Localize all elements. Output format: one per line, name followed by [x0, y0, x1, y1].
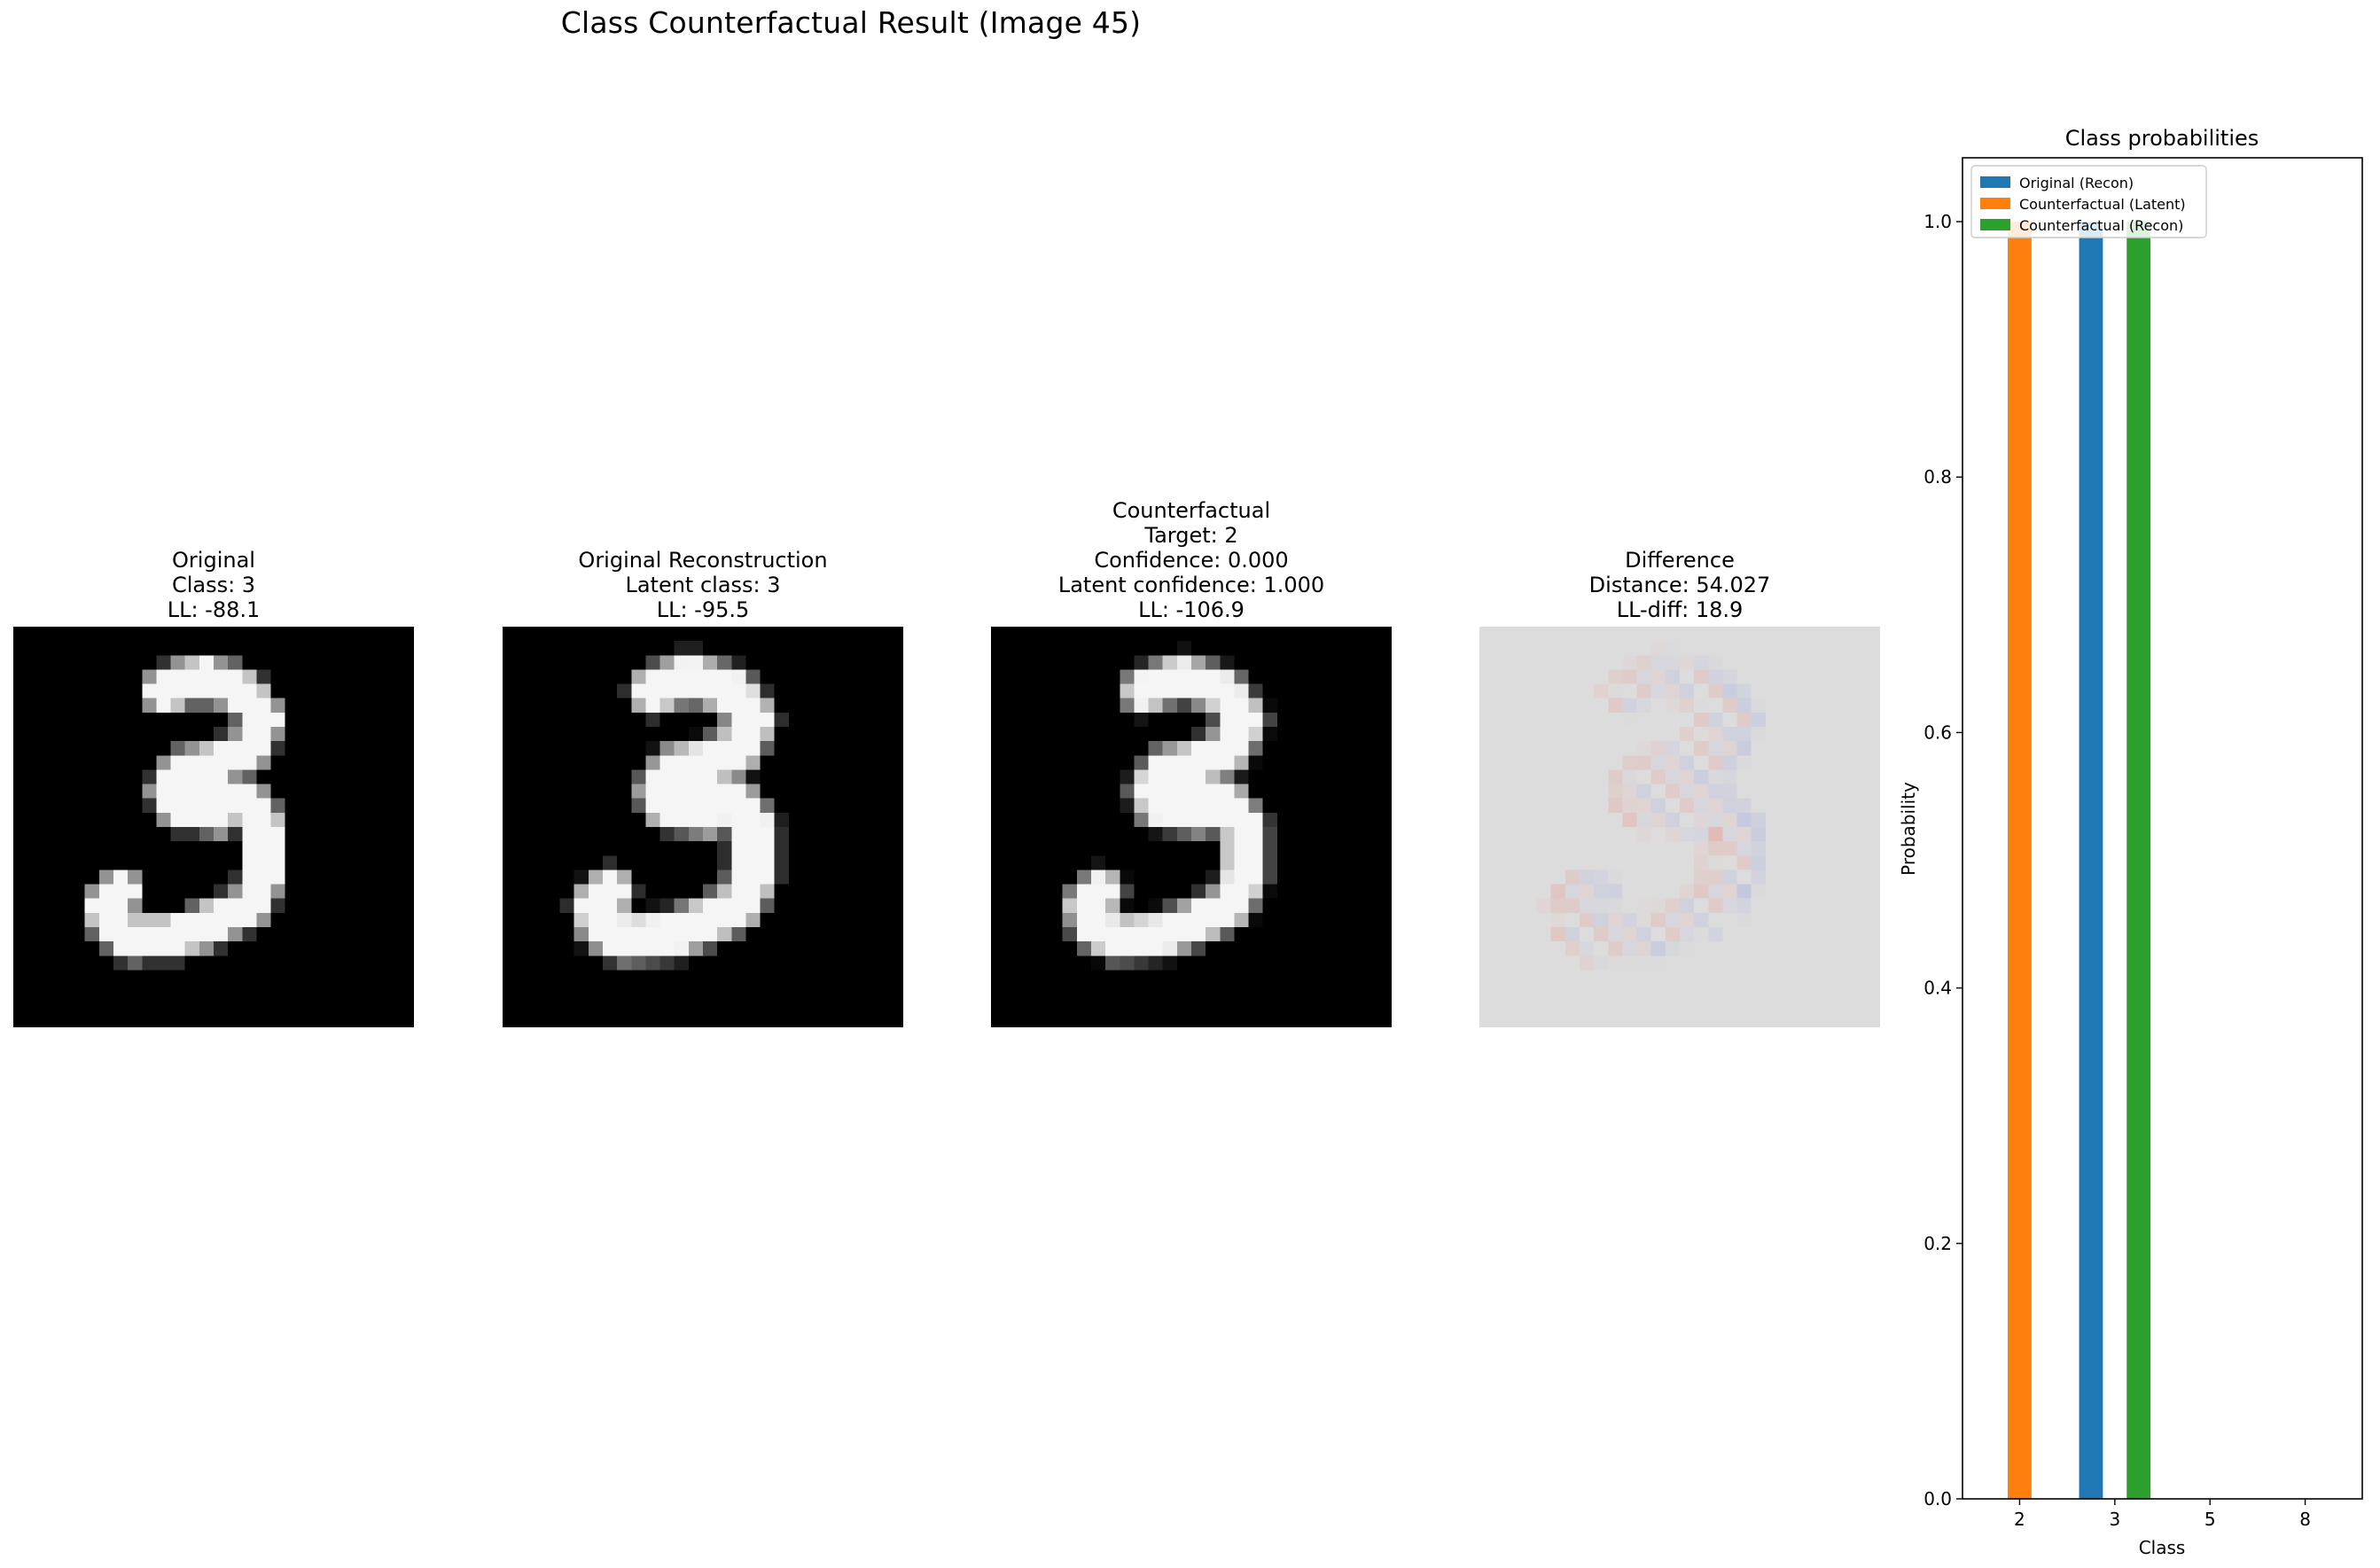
x-tick-label: 3 — [2109, 1509, 2120, 1530]
panel-title-line: LL-diff: 18.9 — [1616, 597, 1744, 622]
panel-title-line: Difference — [1625, 548, 1735, 573]
figure-title: Class Counterfactual Result (Image 45) — [560, 5, 1142, 40]
panel-title-line: Latent confidence: 1.000 — [1057, 573, 1325, 597]
difference-image — [1479, 627, 1880, 1027]
panel-title-line: Target: 2 — [1144, 523, 1238, 548]
x-axis-label: Class — [2139, 1537, 2186, 1558]
panel-title-line: Confidence: 0.000 — [1094, 548, 1289, 573]
chart-title: Class probabilities — [2065, 126, 2259, 151]
panel-title-line: Original — [172, 548, 255, 573]
legend-swatch — [1980, 219, 2010, 230]
y-tick-label: 0.4 — [1924, 978, 1952, 999]
original-image — [13, 627, 414, 1027]
panel-title-counterfactual: Counterfactual Target: 2 Confidence: 0.0… — [991, 498, 1392, 622]
bar-original-recon--class-3 — [2079, 222, 2103, 1500]
chart-legend: Original (Recon) Counterfactual (Latent) C… — [1970, 165, 2207, 238]
legend-swatch — [1980, 198, 2010, 209]
x-tick-label: 2 — [2014, 1509, 2025, 1530]
y-tick-label: 0.2 — [1924, 1233, 1952, 1254]
legend-label: Counterfactual (Recon) — [2019, 217, 2183, 234]
x-tick-label: 5 — [2204, 1509, 2216, 1530]
x-tick-label: 8 — [2299, 1509, 2311, 1530]
legend-label: Original (Recon) — [2019, 175, 2134, 191]
panel-title-line: Distance: 54.027 — [1588, 573, 1771, 597]
y-tick-label: 1.0 — [1924, 211, 1952, 232]
bar-counterfactual-latent--class-2 — [2008, 222, 2032, 1500]
plot-frame — [1962, 157, 2363, 1500]
y-axis-label: Probability — [1898, 782, 1919, 876]
panel-title-difference: Difference Distance: 54.027 LL-diff: 18.… — [1479, 548, 1880, 622]
y-tick-label: 0.0 — [1924, 1488, 1952, 1509]
bar-counterfactual-recon--class-3 — [2126, 222, 2151, 1500]
panel-title-reconstruction: Original Reconstruction Latent class: 3 … — [503, 548, 903, 622]
panel-title-line: LL: -88.1 — [167, 597, 261, 622]
legend-swatch — [1980, 176, 2010, 188]
y-tick-label: 0.6 — [1924, 722, 1952, 743]
legend-label: Counterfactual (Latent) — [2019, 196, 2186, 213]
panel-title-line: Latent class: 3 — [625, 573, 781, 597]
reconstruction-image — [503, 627, 903, 1027]
panel-title-original: Original Class: 3 LL: -88.1 — [13, 548, 414, 622]
panel-title-line: LL: -106.9 — [1138, 597, 1245, 622]
panel-title-line: Original Reconstruction — [578, 548, 828, 573]
legend-box — [1970, 165, 2207, 238]
panel-title-line: LL: -95.5 — [656, 597, 750, 622]
panel-title-line: Class: 3 — [171, 573, 256, 597]
counterfactual-image — [991, 627, 1392, 1027]
panel-title-line: Counterfactual — [1112, 498, 1271, 523]
y-tick-label: 0.8 — [1924, 466, 1952, 488]
